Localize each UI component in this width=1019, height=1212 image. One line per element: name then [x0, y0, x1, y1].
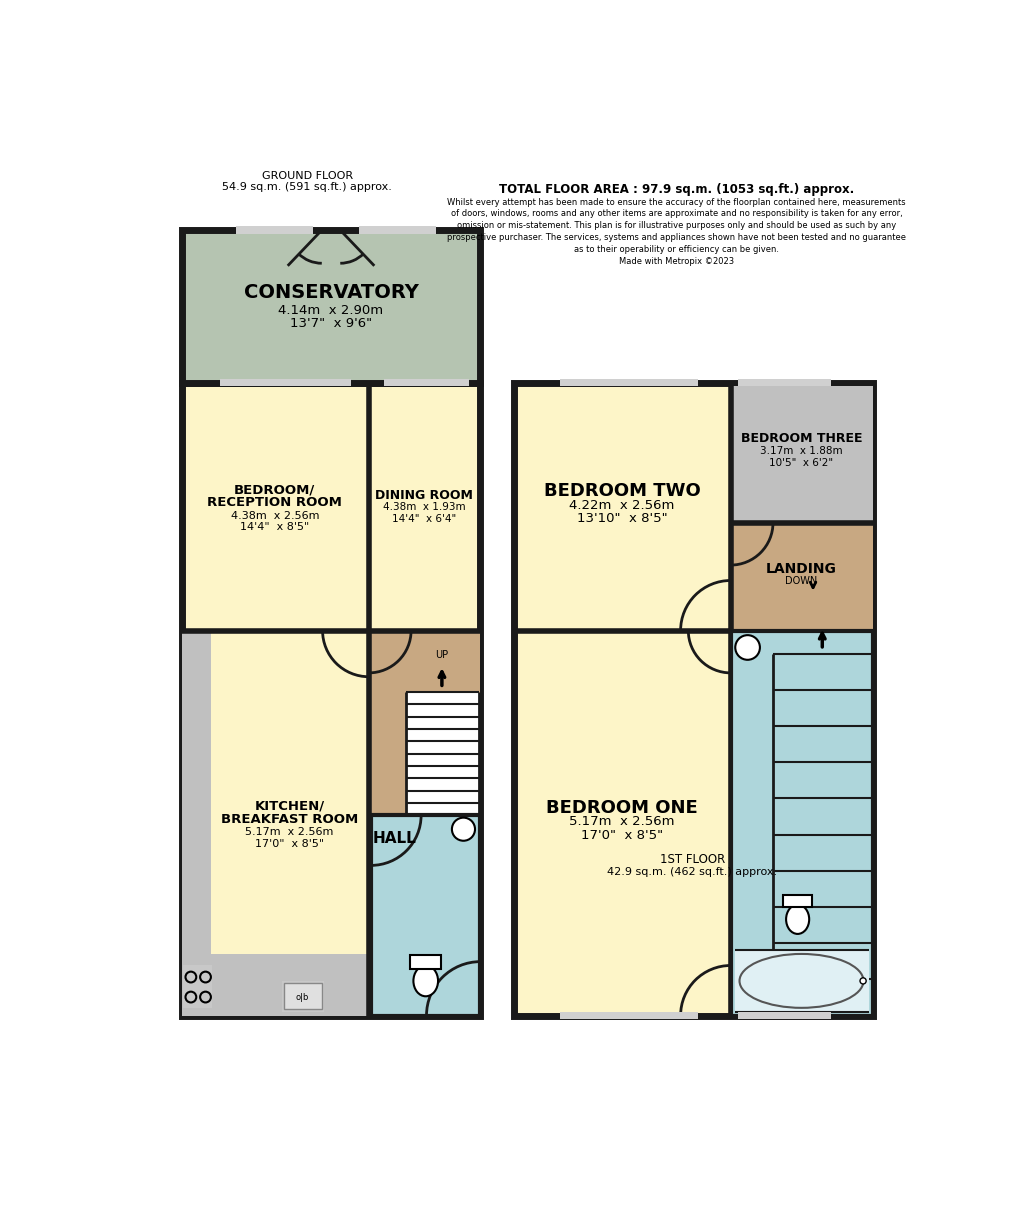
- Text: 4.22m  x 2.56m: 4.22m x 2.56m: [569, 498, 675, 511]
- Bar: [730, 522, 872, 630]
- Bar: [283, 983, 321, 1010]
- Text: CONSERVATORY: CONSERVATORY: [244, 284, 418, 302]
- Ellipse shape: [413, 966, 437, 996]
- Text: TOTAL FLOOR AREA : 97.9 sq.m. (1053 sq.ft.) approx.: TOTAL FLOOR AREA : 97.9 sq.m. (1053 sq.f…: [498, 183, 854, 196]
- Bar: [384, 378, 469, 387]
- Text: 5.17m  x 2.56m: 5.17m x 2.56m: [569, 814, 675, 828]
- Text: 17'0"  x 8'5": 17'0" x 8'5": [255, 839, 324, 848]
- Text: BREAKFAST ROOM: BREAKFAST ROOM: [220, 813, 358, 825]
- Text: DOWN: DOWN: [785, 576, 817, 587]
- Text: 42.9 sq.m. (462 sq.ft.) approx.: 42.9 sq.m. (462 sq.ft.) approx.: [606, 868, 776, 877]
- Ellipse shape: [786, 904, 808, 934]
- Text: 3.17m  x 1.88m: 3.17m x 1.88m: [759, 446, 842, 456]
- Bar: [220, 378, 351, 387]
- Bar: [359, 227, 435, 234]
- Bar: [738, 1012, 829, 1019]
- Bar: [181, 383, 480, 1016]
- Text: BEDROOM/: BEDROOM/: [234, 484, 315, 496]
- Circle shape: [451, 818, 475, 841]
- Text: 14'4"  x 8'5": 14'4" x 8'5": [239, 522, 309, 532]
- Circle shape: [735, 635, 759, 659]
- Bar: [369, 630, 480, 1016]
- Text: 4.38m  x 2.56m: 4.38m x 2.56m: [230, 510, 319, 521]
- Bar: [738, 378, 829, 387]
- Bar: [406, 692, 478, 816]
- Text: 14'4"  x 6'4": 14'4" x 6'4": [391, 514, 455, 524]
- Text: 17'0"  x 8'5": 17'0" x 8'5": [581, 829, 662, 842]
- Text: BEDROOM ONE: BEDROOM ONE: [545, 799, 697, 817]
- Bar: [235, 227, 312, 234]
- Text: BEDROOM TWO: BEDROOM TWO: [543, 482, 700, 501]
- Text: KITCHEN/: KITCHEN/: [254, 800, 324, 812]
- Text: GROUND FLOOR: GROUND FLOOR: [261, 171, 353, 182]
- Bar: [559, 1012, 698, 1019]
- Text: RECEPTION ROOM: RECEPTION ROOM: [207, 496, 342, 509]
- Text: 1ST FLOOR: 1ST FLOOR: [659, 853, 725, 865]
- Text: 54.9 sq.m. (591 sq.ft.) approx.: 54.9 sq.m. (591 sq.ft.) approx.: [222, 182, 391, 191]
- Bar: [732, 387, 872, 522]
- Bar: [730, 630, 872, 1016]
- Bar: [772, 653, 870, 1016]
- Text: 4.14m  x 2.90m: 4.14m x 2.90m: [278, 304, 383, 316]
- Text: BEDROOM THREE: BEDROOM THREE: [740, 433, 861, 445]
- Bar: [181, 630, 211, 1016]
- Bar: [181, 230, 480, 383]
- Bar: [281, 981, 324, 1012]
- Text: o|b: o|b: [296, 993, 309, 1001]
- Bar: [513, 383, 872, 1016]
- Text: 4.38m  x 1.93m: 4.38m x 1.93m: [382, 502, 465, 513]
- Circle shape: [859, 978, 865, 984]
- Text: Whilst every attempt has been made to ensure the accuracy of the floorplan conta: Whilst every attempt has been made to en…: [446, 198, 905, 265]
- Bar: [410, 955, 440, 968]
- Text: UP: UP: [435, 650, 448, 659]
- Bar: [559, 378, 698, 387]
- Text: LANDING: LANDING: [765, 562, 837, 576]
- Text: 13'7"  x 9'6": 13'7" x 9'6": [289, 316, 372, 330]
- Bar: [211, 954, 369, 1016]
- Text: DINING ROOM: DINING ROOM: [375, 488, 473, 502]
- Bar: [734, 950, 868, 1012]
- Bar: [783, 894, 811, 907]
- Text: 13'10"  x 8'5": 13'10" x 8'5": [576, 513, 666, 525]
- Bar: [183, 966, 212, 1008]
- Bar: [371, 816, 480, 1016]
- Text: 5.17m  x 2.56m: 5.17m x 2.56m: [245, 828, 333, 837]
- Text: HALL: HALL: [373, 831, 417, 846]
- Text: 10'5"  x 6'2": 10'5" x 6'2": [768, 458, 833, 468]
